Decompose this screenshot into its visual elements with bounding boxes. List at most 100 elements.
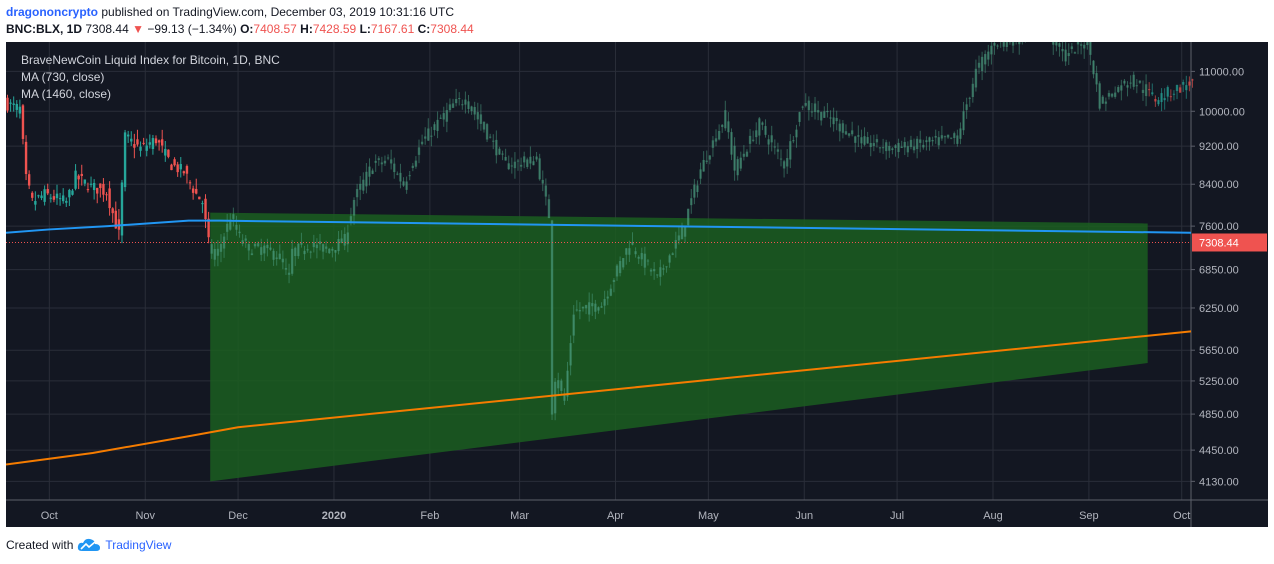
candle-body [878,147,882,149]
open-value: 7408.57 [253,22,297,36]
candle-body [606,296,609,299]
candle-body [139,146,142,151]
candle-body [1083,44,1086,49]
x-tick-label: Nov [135,510,155,522]
tradingview-link[interactable]: TradingView [105,538,172,552]
x-tick-label: Apr [607,510,624,522]
high-label: H: [300,22,313,36]
ma730-legend[interactable]: MA (730, close) [21,70,105,84]
candle-body [269,247,272,250]
candle-body [529,156,532,164]
candle-body [430,135,433,137]
candle-body [538,158,541,180]
candle-body [1098,83,1101,109]
ma1460-legend[interactable]: MA (1460, close) [21,87,112,101]
footer: Created with TradingView [6,538,171,552]
candle-body [436,119,439,131]
candle-body [637,256,640,259]
candle-body [1182,81,1185,85]
candle-body [71,190,74,195]
candle-body [368,166,371,177]
candle-body [522,156,526,163]
candle-body [764,126,767,135]
candle-body [102,183,105,195]
candle-body [321,244,325,252]
candle-body [730,132,733,155]
x-tick-label: Aug [983,510,1003,522]
candle-body [863,136,866,145]
candle-body [247,244,251,251]
candle-body [371,170,374,174]
candle-body [603,299,606,306]
candle-body [847,133,851,136]
price-chart[interactable]: 11000.00 10000.00 9200.00 8400.00 7600.00 685… [5,16,1268,527]
y-tick-label: 5650.00 [1199,345,1239,357]
candle-body [959,128,962,139]
candle-body [646,260,650,262]
candle-body [9,102,12,104]
candle-body [615,265,619,277]
candle-body [433,124,436,131]
candle-body [482,121,486,130]
chart-title: BraveNewCoin Liquid Index for Bitcoin, 1… [21,53,280,67]
candle-body [708,155,712,160]
candle-body [501,153,504,155]
candle-body [461,104,464,106]
candle-body [1191,79,1194,81]
candle-body [133,144,136,148]
candle-body [488,136,492,138]
candle-body [943,136,947,138]
candle-body [773,146,777,148]
published-info: published on TradingView.com, December 0… [101,5,455,19]
candle-body [1178,87,1182,93]
candle-body [263,245,266,254]
candle-body [185,166,189,174]
candle-body [346,232,350,245]
candle-body [408,175,411,177]
candle-body [18,106,22,114]
author-link[interactable]: dragononcrypto [6,5,98,19]
candle-body [182,171,186,174]
candle-body [374,160,377,163]
candle-body [683,226,687,237]
candle-body [1151,92,1154,95]
candle-body [575,309,578,311]
candle-body [383,160,387,164]
candle-body [65,200,68,203]
candle-body [801,106,804,108]
candle-body [27,174,31,186]
candle-body [693,184,696,198]
x-tick-label: Oct [1173,510,1190,522]
candle-body [912,146,916,151]
candle-body [250,253,254,256]
chart-pane[interactable]: 11000.00 10000.00 9200.00 8400.00 7600.00 685… [5,16,1268,527]
candle-body [154,138,158,144]
candle-body [111,208,114,214]
candle-body [362,179,365,191]
candle-body [334,250,337,253]
candle-body [1073,52,1077,54]
candle-body [414,160,418,167]
candle-body [541,179,544,184]
candle-body [581,306,585,309]
candle-body [260,247,263,255]
candle-body [108,188,111,209]
candle-body [411,165,415,168]
candle-body [312,242,316,248]
y-tick-label: 8400.00 [1199,179,1239,191]
candle-body [1101,96,1104,104]
candle-body [458,98,461,100]
candle-body [563,394,566,401]
candle-body [928,137,931,142]
y-tick-label: 6850.00 [1199,265,1239,277]
candle-body [272,250,275,260]
candle-body [77,175,80,180]
candle-body [423,136,427,139]
candle-body [1126,85,1129,88]
candle-body [665,266,668,268]
candle-body [820,112,823,121]
candle-body [464,99,467,105]
candle-body [309,251,312,253]
candle-body [888,146,891,151]
candle-body [736,159,739,176]
